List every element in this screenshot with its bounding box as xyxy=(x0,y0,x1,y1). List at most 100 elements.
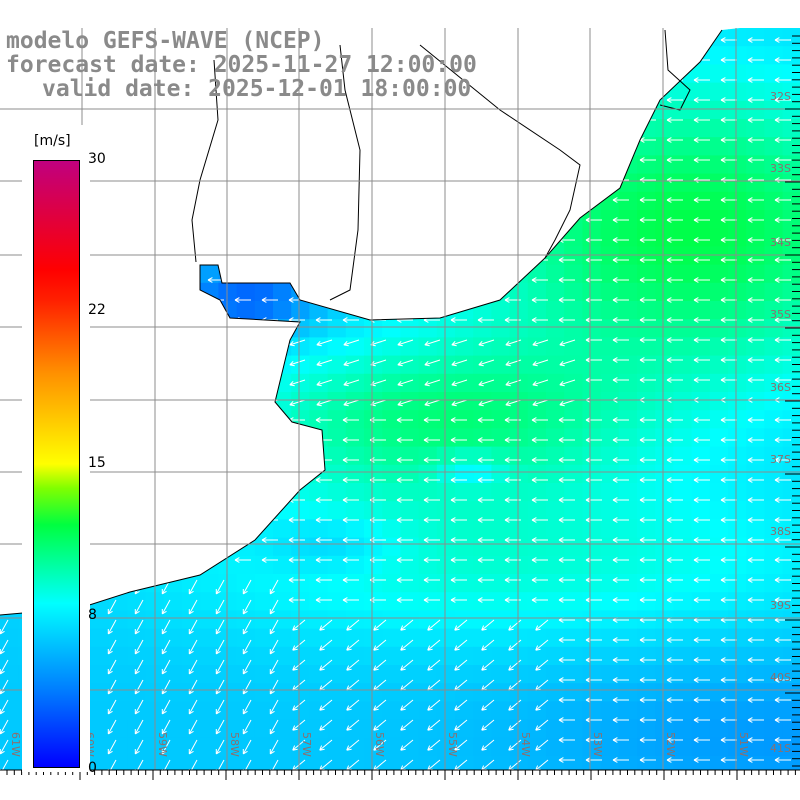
wind-cell xyxy=(600,392,620,411)
wind-arrow xyxy=(639,697,656,703)
longitude-label: 59W xyxy=(156,732,169,757)
wind-arrow xyxy=(774,697,791,703)
wind-cell xyxy=(236,264,256,284)
wind-cell xyxy=(127,282,147,302)
wind-arrow xyxy=(693,437,710,443)
wind-arrow xyxy=(639,457,656,463)
valid-date: valid date: 2025-12-01 18:00:00 xyxy=(42,76,472,102)
wind-cell xyxy=(746,646,765,666)
wind-cell xyxy=(564,537,583,557)
wind-arrow xyxy=(558,557,575,563)
wind-arrow xyxy=(531,597,548,603)
wind-arrow xyxy=(558,297,575,303)
wind-cell xyxy=(218,392,238,411)
wind-arrow xyxy=(423,177,440,183)
wind-cell xyxy=(163,410,183,429)
wind-cell xyxy=(637,665,656,684)
wind-arrow xyxy=(315,537,332,543)
wind-cell xyxy=(327,446,347,466)
wind-cell xyxy=(218,282,238,302)
wind-cell xyxy=(254,319,274,338)
wind-arrow xyxy=(242,739,252,755)
wind-cell xyxy=(546,282,565,302)
wind-cell xyxy=(400,537,420,557)
wind-arrow xyxy=(450,37,467,43)
wind-cell xyxy=(728,191,747,211)
wind-cell xyxy=(109,574,128,593)
wind-cell xyxy=(400,555,420,575)
wind-arrow xyxy=(612,657,629,663)
wind-arrow xyxy=(153,317,170,323)
wind-cell xyxy=(582,646,602,666)
wind-arrow xyxy=(612,357,629,363)
wind-arrow xyxy=(153,477,170,483)
wind-cell xyxy=(436,537,456,557)
wind-arrow xyxy=(234,117,251,123)
wind-arrow xyxy=(427,659,441,671)
wind-cell xyxy=(418,137,438,156)
wind-cell xyxy=(236,410,256,429)
wind-arrow xyxy=(531,537,548,543)
wind-arrow xyxy=(478,339,495,347)
wind-cell xyxy=(728,665,747,684)
wind-cell xyxy=(728,446,747,466)
wind-cell xyxy=(273,610,292,630)
wind-cell xyxy=(309,483,329,502)
wind-arrow xyxy=(154,359,171,367)
wind-cell xyxy=(418,28,438,47)
wind-arrow xyxy=(504,157,521,163)
wind-arrow xyxy=(180,237,197,243)
wind-arrow xyxy=(269,699,279,715)
wind-cell xyxy=(709,646,729,666)
wind-arrow xyxy=(319,739,333,751)
wind-arrow xyxy=(774,677,791,683)
wind-cell xyxy=(436,155,456,175)
wind-arrow xyxy=(535,739,549,751)
wind-cell xyxy=(637,64,656,84)
wind-cell xyxy=(527,155,547,175)
wind-cell xyxy=(655,228,674,247)
wind-arrow xyxy=(720,237,737,243)
wind-arrow xyxy=(261,457,278,463)
wind-arrow xyxy=(396,257,413,263)
wind-cell xyxy=(473,155,492,175)
wind-cell xyxy=(109,519,128,539)
wind-arrow xyxy=(666,157,683,163)
wind-cell xyxy=(491,428,511,448)
wind-arrow xyxy=(289,359,306,367)
wind-arrow xyxy=(180,537,197,543)
wind-arrow xyxy=(747,237,764,243)
wind-cell xyxy=(600,173,620,193)
wind-arrow xyxy=(342,37,359,43)
wind-arrow xyxy=(558,117,575,123)
wind-arrow xyxy=(188,739,198,755)
wind-arrow xyxy=(161,719,171,735)
wind-cell xyxy=(509,64,529,84)
wind-arrow xyxy=(531,217,548,223)
wind-arrow xyxy=(269,639,279,655)
wind-cell xyxy=(182,210,201,229)
wind-arrow xyxy=(693,77,710,83)
wind-cell xyxy=(527,555,547,575)
wind-cell xyxy=(564,82,583,102)
wind-cell xyxy=(618,82,638,102)
wind-cell xyxy=(327,355,347,375)
wind-cell xyxy=(327,756,347,770)
wind-arrow xyxy=(315,477,332,483)
wind-arrow xyxy=(666,237,683,243)
wind-cell xyxy=(691,337,711,357)
wind-cell xyxy=(782,628,800,648)
wind-arrow xyxy=(774,197,791,203)
wind-cell xyxy=(509,355,529,375)
wind-arrow xyxy=(720,597,737,603)
wind-cell xyxy=(291,301,310,320)
wind-cell xyxy=(345,191,365,211)
wind-cell xyxy=(764,683,784,702)
wind-cell xyxy=(637,392,656,411)
wind-cell xyxy=(236,173,256,193)
wind-cell xyxy=(91,701,110,721)
wind-cell xyxy=(218,119,238,138)
wind-arrow xyxy=(153,217,170,223)
wind-cell xyxy=(582,64,602,84)
wind-cell xyxy=(618,719,638,739)
